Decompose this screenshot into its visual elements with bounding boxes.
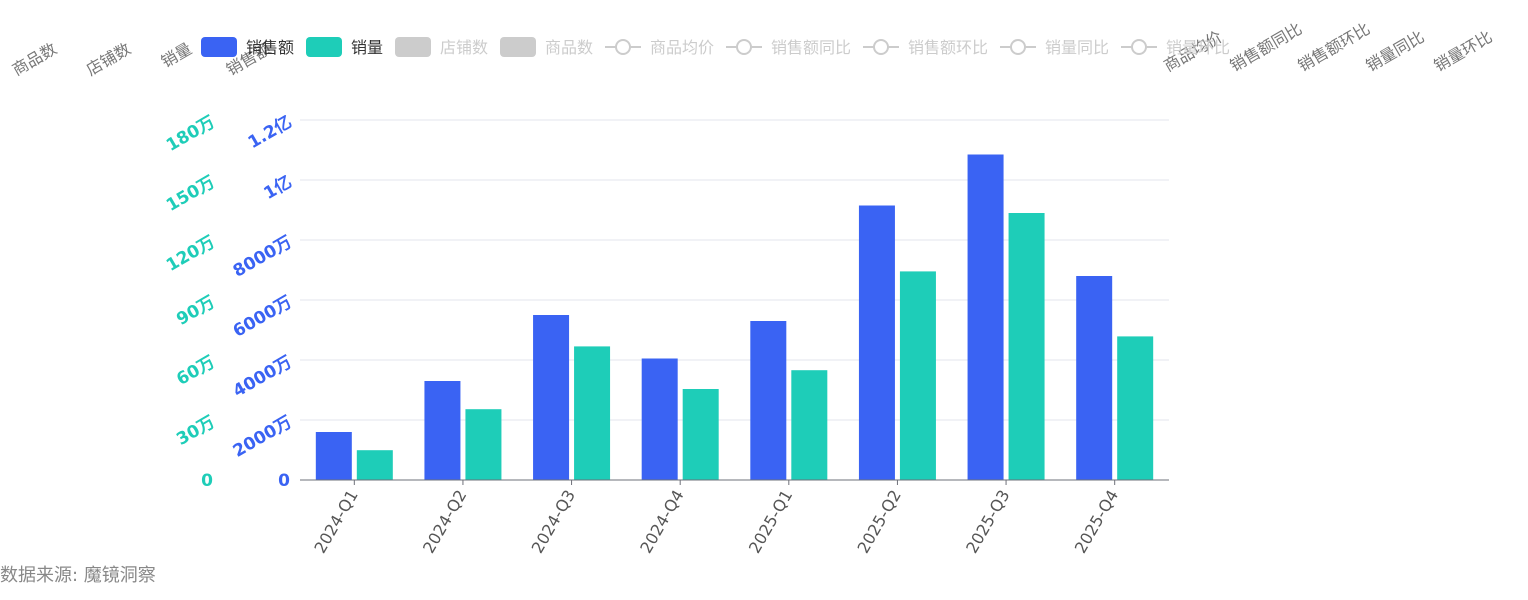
legend-swatch	[306, 37, 342, 57]
bar-销售额[interactable]	[533, 315, 570, 480]
y-tick-label: 4000万	[230, 352, 296, 401]
legend-item-店铺数[interactable]: 店铺数	[395, 37, 488, 57]
bar-销量[interactable]	[682, 389, 719, 480]
x-tick-label: 2025-Q4	[1071, 487, 1122, 557]
legend-label: 销量环比	[1166, 38, 1230, 57]
data-source: 数据来源: 魔镜洞察	[0, 565, 156, 586]
legend-item-商品数[interactable]: 商品数	[500, 37, 593, 57]
legend-label: 销售额环比	[908, 38, 988, 57]
x-tick-label: 2024-Q1	[310, 487, 361, 557]
y-tick-label: 120万	[163, 232, 218, 276]
legend-item-销售额环比[interactable]: 销售额环比	[863, 38, 988, 57]
legend-circle-icon	[615, 39, 631, 55]
bar-销量[interactable]	[1008, 213, 1045, 480]
y-tick-label: 60万	[173, 352, 218, 390]
bar-销量[interactable]	[465, 409, 502, 480]
axis-name: 销售额环比	[1295, 19, 1374, 75]
y-tick-label: 30万	[173, 412, 218, 450]
legend-item-销量同比[interactable]: 销量同比	[1000, 38, 1109, 57]
legend-circle-icon	[1010, 39, 1026, 55]
x-tick-label: 2025-Q3	[962, 487, 1013, 557]
bars	[315, 154, 1154, 481]
bar-销售额[interactable]	[641, 358, 678, 481]
legend-circle-icon	[736, 39, 752, 55]
legend-swatch	[201, 37, 237, 57]
axis-name: 商品数	[9, 39, 60, 79]
y-axis-ticks: 0 2000万 4000万 6000万 8000万 1亿 1.2亿 0 30万 60万 90万 120…	[163, 111, 295, 491]
legend-item-销售额同比[interactable]: 销售额同比	[726, 38, 851, 57]
legend-label: 销售额	[246, 38, 294, 57]
bar-销量[interactable]	[356, 450, 393, 480]
legend-label: 店铺数	[440, 38, 488, 57]
legend-label: 销量	[351, 38, 383, 57]
bar-销售额[interactable]	[967, 154, 1004, 481]
legend[interactable]: 销售额 销量 店铺数 商品数 商品均价 销售额同比 销售额环比 销量同比 销量环比	[201, 37, 1230, 57]
legend-item-销量[interactable]: 销量	[306, 37, 383, 57]
bar-销售额[interactable]	[858, 205, 895, 481]
legend-swatch	[395, 37, 431, 57]
bar-销量[interactable]	[574, 346, 611, 480]
legend-swatch	[500, 37, 536, 57]
y-tick-label: 0	[201, 471, 213, 491]
x-tick-label: 2024-Q4	[636, 487, 687, 557]
y-tick-label: 1亿	[260, 171, 295, 204]
y-tick-label: 2000万	[230, 412, 296, 461]
y-tick-label: 6000万	[230, 292, 296, 341]
x-tick-label: 2024-Q2	[419, 487, 470, 557]
axis-name: 店铺数	[83, 39, 134, 79]
y-tick-label: 0	[278, 471, 290, 491]
legend-circle-icon	[1131, 39, 1147, 55]
legend-item-销售额[interactable]: 销售额	[201, 37, 294, 57]
legend-item-销量环比[interactable]: 销量环比	[1121, 38, 1230, 57]
bar-销售额[interactable]	[424, 381, 461, 480]
legend-circle-icon	[873, 39, 889, 55]
bar-销量[interactable]	[1117, 336, 1154, 480]
y-tick-label: 180万	[163, 112, 218, 156]
legend-label: 商品均价	[650, 38, 714, 57]
y-tick-label: 90万	[173, 292, 218, 330]
bar-销量[interactable]	[899, 271, 936, 480]
axis-name: 销售额同比	[1227, 19, 1306, 75]
x-tick-label: 2025-Q2	[854, 487, 905, 557]
y-tick-label: 1.2亿	[244, 111, 295, 153]
bar-销量[interactable]	[791, 370, 828, 480]
legend-label: 销量同比	[1045, 38, 1109, 57]
x-axis: 2024-Q1 2024-Q2 2024-Q3 2024-Q4 2025-Q1 2025-…	[300, 479, 1169, 557]
axis-name: 销量	[158, 39, 195, 71]
legend-label: 销售额同比	[771, 38, 851, 57]
y-tick-label: 150万	[163, 172, 218, 216]
bar-销售额[interactable]	[1076, 276, 1113, 480]
legend-item-商品均价[interactable]: 商品均价	[605, 38, 714, 57]
y-tick-label: 8000万	[230, 232, 296, 281]
bar-销售额[interactable]	[315, 432, 352, 480]
legend-label: 商品数	[545, 38, 593, 57]
axis-name: 销量环比	[1431, 27, 1496, 75]
x-tick-label: 2024-Q3	[528, 487, 579, 557]
bar-销售额[interactable]	[750, 321, 787, 480]
x-tick-label: 2025-Q1	[745, 487, 796, 557]
